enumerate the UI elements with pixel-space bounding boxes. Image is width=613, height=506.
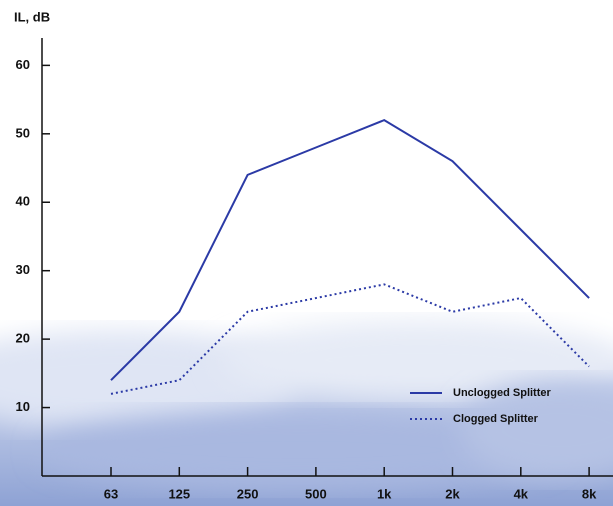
cloud-background xyxy=(0,320,613,506)
y-tick-label: 40 xyxy=(16,194,30,209)
y-tick-label: 10 xyxy=(16,399,30,414)
series-line xyxy=(110,119,590,381)
x-tick-label: 8k xyxy=(582,486,597,501)
legend-label: Unclogged Splitter xyxy=(453,387,552,399)
y-tick-label: 20 xyxy=(16,331,30,346)
legend-label: Clogged Splitter xyxy=(453,413,539,425)
y-axis-label: IL, dB xyxy=(14,9,50,24)
y-tick-label: 30 xyxy=(16,262,30,277)
x-tick-label: 4k xyxy=(514,486,529,501)
x-tick-label: 250 xyxy=(237,486,259,501)
x-tick-label: 500 xyxy=(305,486,327,501)
x-tick-label: 125 xyxy=(168,486,190,501)
y-tick-label: 60 xyxy=(16,57,30,72)
y-tick-label: 50 xyxy=(16,125,30,140)
x-tick-label: 1k xyxy=(377,486,392,501)
x-tick-label: 63 xyxy=(104,486,118,501)
series-line xyxy=(110,283,590,395)
x-tick-label: 2k xyxy=(445,486,460,501)
